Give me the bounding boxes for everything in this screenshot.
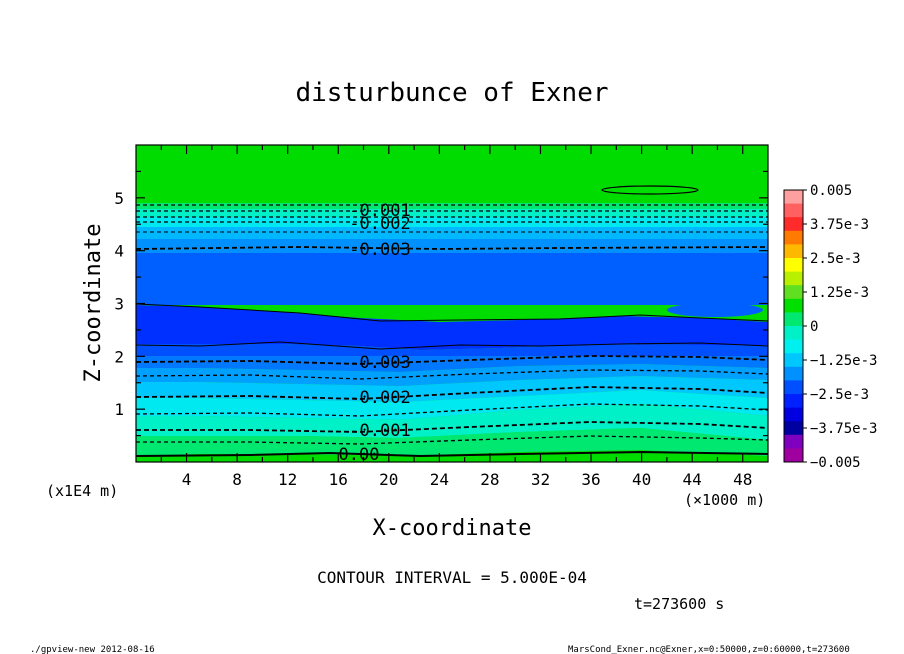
footer-left: ./gpview-new 2012-08-16	[30, 645, 155, 654]
x-tick-label: 40	[632, 470, 651, 489]
colorbar-segment	[784, 339, 803, 354]
colorbar-segment	[784, 448, 803, 463]
x-tick-label: 32	[531, 470, 550, 489]
colorbar-label: −1.25e-3	[810, 353, 877, 369]
contour-label: -0.002	[349, 214, 410, 234]
colorbar-segment	[784, 312, 803, 327]
colorbar-segment	[784, 190, 803, 205]
colorbar	[783, 189, 807, 463]
colorbar-labels: 0.005 3.75e-3 2.5e-3 1.25e-3 0 −1.25e-3 −2.5e-…	[810, 183, 877, 471]
contour-label: -0.002	[349, 388, 410, 408]
y-unit-label: (x1E4 m)	[46, 482, 118, 500]
contour-interval-text: CONTOUR INTERVAL = 5.000E-04	[317, 568, 587, 587]
y-axis-label: Z-coordinate	[81, 224, 106, 383]
colorbar-segment	[784, 434, 803, 449]
x-tick-labels: 4 8 12 16 20 24 28 32 36 40 44 48	[182, 470, 753, 489]
colorbar-segment	[784, 298, 803, 313]
y-tick-label: 3	[114, 295, 124, 314]
colorbar-segment	[784, 407, 803, 422]
x-tick-label: 36	[581, 470, 600, 489]
y-tick-label: 2	[114, 347, 124, 366]
colorbar-segment	[784, 230, 803, 245]
x-tick-label: 4	[182, 470, 192, 489]
chart-title: disturbunce of Exner	[295, 78, 608, 108]
contour-label: 0.00	[339, 445, 380, 465]
colorbar-segment	[784, 366, 803, 381]
colorbar-label: −2.5e-3	[810, 387, 869, 403]
colorbar-segment	[784, 203, 803, 218]
contour-fill	[136, 145, 768, 462]
colorbar-segment	[784, 258, 803, 273]
contour-label: -0.001	[349, 421, 410, 441]
x-tick-label: 44	[683, 470, 702, 489]
colorbar-segment	[784, 271, 803, 286]
contour-lines	[135, 204, 769, 458]
colorbar-segment	[784, 285, 803, 300]
colorbar-label: 0	[810, 319, 818, 335]
colorbar-segment	[784, 380, 803, 395]
x-tick-label: 12	[278, 470, 297, 489]
x-tick-label: 20	[379, 470, 398, 489]
colorbar-segment	[784, 244, 803, 259]
axis-ticks	[136, 145, 768, 462]
colorbar-label: 2.5e-3	[810, 251, 861, 267]
colorbar-label: 0.005	[810, 183, 852, 199]
y-tick-label: 4	[114, 242, 124, 261]
x-tick-label: 48	[733, 470, 752, 489]
x-axis-label: X-coordinate	[373, 516, 532, 541]
y-tick-label: 5	[114, 189, 124, 208]
colorbar-label: −0.005	[810, 455, 861, 471]
colorbar-segment	[784, 394, 803, 409]
colorbar-segment	[784, 353, 803, 368]
colorbar-segment	[784, 217, 803, 232]
x-unit-label: (×1000 m)	[684, 491, 765, 509]
x-tick-label: 28	[480, 470, 499, 489]
colorbar-label: 1.25e-3	[810, 285, 869, 301]
footer-right: MarsCond_Exner.nc@Exner,x=0:50000,z=0:60…	[568, 645, 850, 654]
time-text: t=273600 s	[634, 595, 724, 613]
contour-label: -0.003	[349, 240, 410, 260]
x-tick-label: 24	[430, 470, 449, 489]
colorbar-label: 3.75e-3	[810, 217, 869, 233]
colorbar-segment	[784, 421, 803, 436]
x-tick-label: 16	[329, 470, 348, 489]
contour-label: -0.001	[349, 201, 410, 221]
contour-labels: -0.001 -0.002 -0.003 -0.003 -0.002 -0.00…	[339, 201, 411, 465]
y-tick-labels: 1 2 3 4 5	[114, 189, 124, 419]
colorbar-label: −3.75e-3	[810, 421, 877, 437]
y-tick-label: 1	[114, 400, 124, 419]
x-tick-label: 8	[232, 470, 242, 489]
contour-label: -0.003	[349, 353, 410, 373]
colorbar-segment	[784, 326, 803, 341]
